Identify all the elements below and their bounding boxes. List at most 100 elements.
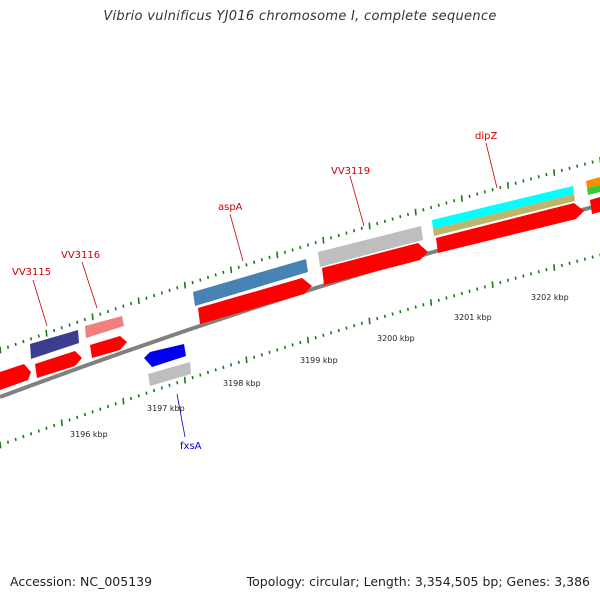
scale-tick xyxy=(468,289,471,293)
scale-tick xyxy=(53,423,56,428)
scale-tick xyxy=(83,412,86,417)
scale-tick xyxy=(299,340,302,345)
feature-right-edge-2[interactable] xyxy=(587,185,600,195)
scale-tick xyxy=(576,164,579,168)
scale-tick xyxy=(245,263,248,267)
topology-text: Topology: circular; Length: 3,354,505 bp… xyxy=(246,574,590,589)
feature-dipz-1[interactable] xyxy=(432,186,574,229)
scale-tick xyxy=(322,333,325,337)
scale-tick xyxy=(276,348,279,352)
scale-tick xyxy=(268,350,271,354)
scale-tick xyxy=(468,194,471,198)
scale-tick xyxy=(491,281,494,289)
scale-tick xyxy=(99,312,102,316)
cds-vv3116[interactable] xyxy=(90,336,127,358)
scale-tick xyxy=(229,363,233,367)
scale-label-3199: 3199 kbp xyxy=(300,356,338,365)
scale-tick xyxy=(191,280,194,285)
scale-tick xyxy=(429,205,433,210)
scale-tick xyxy=(437,298,440,302)
scale-tick xyxy=(583,257,586,261)
scale-tick xyxy=(168,383,171,387)
scale-tick xyxy=(122,397,125,405)
scale-tick xyxy=(0,346,2,354)
scale-tick xyxy=(437,203,440,207)
feature-aspa[interactable] xyxy=(193,259,308,306)
scale-tick xyxy=(422,303,425,307)
scale-tick xyxy=(376,316,379,321)
feature-vv3116[interactable] xyxy=(85,316,124,338)
feature-fxsa[interactable] xyxy=(148,362,191,386)
feature-right-edge-1[interactable] xyxy=(586,177,600,188)
scale-tick xyxy=(522,274,525,278)
scale-tick xyxy=(68,323,71,327)
scale-tick xyxy=(145,296,148,300)
feature-dipz-2[interactable] xyxy=(433,194,575,236)
scale-tick xyxy=(399,215,402,219)
scale-tick xyxy=(322,236,325,244)
scale-tick xyxy=(76,320,79,324)
scale-tick xyxy=(176,381,179,385)
scale-tick xyxy=(299,245,302,250)
scale-tick xyxy=(499,280,502,285)
scale-tick xyxy=(406,307,410,312)
scale-tick xyxy=(37,429,40,433)
scale-tick xyxy=(268,255,271,259)
scale-tick xyxy=(306,243,310,247)
scale-tick xyxy=(37,334,40,338)
feature-vv3119[interactable] xyxy=(318,226,423,267)
scale-tick xyxy=(429,299,433,306)
scale-tick xyxy=(368,222,371,230)
scale-tick xyxy=(91,410,94,414)
label-fxsa: fxsA xyxy=(180,441,202,452)
scale-label-3202: 3202 kbp xyxy=(531,293,569,302)
scale-tick xyxy=(129,301,133,306)
scale-tick xyxy=(199,278,202,282)
cds-fxsa-reverse[interactable] xyxy=(144,344,186,367)
scale-tick xyxy=(106,404,110,409)
scale-label-3198: 3198 kbp xyxy=(223,379,261,388)
scale-tick xyxy=(506,278,510,282)
scale-tick xyxy=(514,181,517,185)
scale-label-3201: 3201 kbp xyxy=(454,313,492,322)
scale-tick xyxy=(329,236,333,240)
scale-tick xyxy=(0,441,2,449)
scale-tick xyxy=(6,440,10,444)
cds-vv3119[interactable] xyxy=(322,243,428,285)
cds-forward-left-edge[interactable] xyxy=(0,364,31,390)
cds-vv3115[interactable] xyxy=(35,351,82,378)
scale-tick xyxy=(253,260,256,264)
scale-tick xyxy=(329,331,333,335)
scale-tick xyxy=(68,418,71,422)
feature-vv3115[interactable] xyxy=(30,330,79,359)
scale-tick xyxy=(499,185,502,190)
cds-aspa[interactable] xyxy=(198,278,312,324)
scale-tick xyxy=(183,281,187,289)
scale-tick xyxy=(283,250,286,255)
scale-tick xyxy=(191,375,194,380)
scale-tick xyxy=(29,337,33,341)
scale-tick xyxy=(283,345,286,350)
scale-tick xyxy=(568,166,571,170)
label-dipz: dipZ xyxy=(475,131,497,142)
scale-tick xyxy=(522,179,525,183)
scale-tick xyxy=(291,343,294,347)
scale-tick xyxy=(260,353,263,357)
cds-dipz[interactable] xyxy=(436,203,584,253)
scale-tick xyxy=(91,313,94,321)
scale-tick xyxy=(314,240,317,245)
map-title: Vibrio vulnificus YJ016 chromosome I, co… xyxy=(103,9,497,24)
scale-tick xyxy=(60,419,63,427)
scale-tick xyxy=(222,365,225,370)
scale-tick xyxy=(237,360,240,364)
scale-tick xyxy=(45,329,48,337)
scale-tick xyxy=(560,168,563,173)
cds-right-edge[interactable] xyxy=(590,197,600,214)
scale-tick xyxy=(6,345,10,349)
scale-tick xyxy=(199,373,202,377)
scale-tick xyxy=(576,259,579,263)
scale-tick xyxy=(45,426,48,430)
scale-tick xyxy=(168,288,171,292)
scale-tick xyxy=(83,317,86,322)
scale-tick xyxy=(99,407,102,411)
